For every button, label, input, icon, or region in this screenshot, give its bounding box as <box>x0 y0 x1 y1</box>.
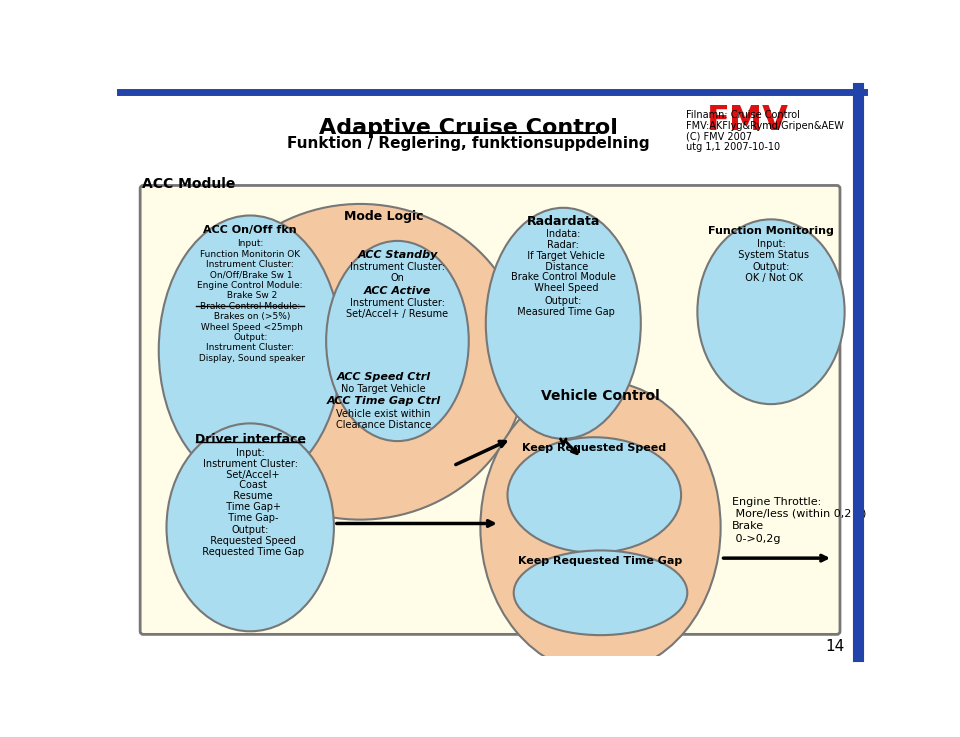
Text: Instrument Cluster:: Instrument Cluster: <box>206 260 294 269</box>
Text: Time Gap-: Time Gap- <box>222 513 278 523</box>
Text: Vehicle exist within: Vehicle exist within <box>336 409 431 419</box>
Ellipse shape <box>486 208 641 439</box>
Text: Funktion / Reglering, funktionsuppdelning: Funktion / Reglering, funktionsuppdelnin… <box>287 136 650 151</box>
Text: Display, Sound speaker: Display, Sound speaker <box>196 354 304 363</box>
Ellipse shape <box>514 551 687 635</box>
Ellipse shape <box>326 241 468 441</box>
Ellipse shape <box>166 423 334 632</box>
Text: FMV:AKFlyg&Rymd/Gripen&AEW: FMV:AKFlyg&Rymd/Gripen&AEW <box>685 121 844 130</box>
Text: Requested Speed: Requested Speed <box>204 536 296 546</box>
Text: Brake Sw 2: Brake Sw 2 <box>224 291 276 301</box>
Text: Resume: Resume <box>228 491 273 501</box>
Text: Brakes on (>5%): Brakes on (>5%) <box>210 312 290 321</box>
Text: Filnamn: Cruise Control: Filnamn: Cruise Control <box>685 110 800 120</box>
Text: Brake Control Module:: Brake Control Module: <box>200 301 300 311</box>
Text: Function Monitoring: Function Monitoring <box>708 226 834 236</box>
Text: FMV: FMV <box>707 104 789 137</box>
Text: Output:: Output: <box>231 525 269 535</box>
Ellipse shape <box>697 220 845 404</box>
Text: Adaptive Cruise Control: Adaptive Cruise Control <box>320 118 618 138</box>
Ellipse shape <box>508 437 681 553</box>
Text: Instrument Cluster:: Instrument Cluster: <box>203 459 298 469</box>
Text: ACC On/Off fkn: ACC On/Off fkn <box>204 226 297 236</box>
Text: Vehicle Control: Vehicle Control <box>541 388 660 402</box>
Text: utg 1,1 2007-10-10: utg 1,1 2007-10-10 <box>685 142 780 153</box>
Text: Keep Requested Time Gap: Keep Requested Time Gap <box>518 556 683 566</box>
Text: Function Monitorin OK: Function Monitorin OK <box>200 250 300 259</box>
Text: 0->0,2g: 0->0,2g <box>732 534 780 543</box>
Text: Requested Time Gap: Requested Time Gap <box>196 547 304 556</box>
Text: ACC Active: ACC Active <box>364 285 431 296</box>
Text: ACC Speed Ctrl: ACC Speed Ctrl <box>336 371 431 382</box>
Text: OK / Not OK: OK / Not OK <box>739 273 803 283</box>
Text: Time Gap+: Time Gap+ <box>220 502 280 512</box>
Text: 14: 14 <box>826 639 845 654</box>
Text: ACC Standby: ACC Standby <box>357 250 438 260</box>
Text: Brake: Brake <box>732 521 764 531</box>
Text: Brake Control Module: Brake Control Module <box>511 273 615 282</box>
Text: More/less (within 0,2 g): More/less (within 0,2 g) <box>732 509 867 519</box>
Text: Clearance Distance: Clearance Distance <box>336 419 431 430</box>
Ellipse shape <box>194 204 527 520</box>
Text: Wheel Speed <25mph: Wheel Speed <25mph <box>198 323 302 332</box>
Text: Set/Accel+: Set/Accel+ <box>221 469 280 480</box>
Text: Output:: Output: <box>544 296 582 307</box>
Text: Input:: Input: <box>236 448 265 458</box>
Text: Distance: Distance <box>539 262 588 272</box>
Text: Output:: Output: <box>753 262 790 273</box>
Text: Set/Accel+ / Resume: Set/Accel+ / Resume <box>347 309 448 318</box>
Text: (C) FMV 2007: (C) FMV 2007 <box>685 132 752 142</box>
Text: Instrument Cluster:: Instrument Cluster: <box>350 298 444 308</box>
Text: On: On <box>391 273 404 283</box>
Text: Input:: Input: <box>237 240 263 248</box>
Text: ACC Module: ACC Module <box>142 177 235 191</box>
Text: Engine Control Module:: Engine Control Module: <box>198 281 303 290</box>
Text: Mode Logic: Mode Logic <box>344 210 423 223</box>
Text: Indata:: Indata: <box>546 229 581 240</box>
Text: On/Off/Brake Sw 1: On/Off/Brake Sw 1 <box>207 270 293 279</box>
Text: Radar:: Radar: <box>547 240 579 250</box>
FancyBboxPatch shape <box>140 186 840 635</box>
Text: Measured Time Gap: Measured Time Gap <box>512 307 615 317</box>
Text: Keep Requested Speed: Keep Requested Speed <box>522 443 666 453</box>
Text: Wheel Speed: Wheel Speed <box>528 283 598 293</box>
Text: Engine Throttle:: Engine Throttle: <box>732 497 822 506</box>
Ellipse shape <box>480 381 721 674</box>
Text: If Target Vehicle: If Target Vehicle <box>521 251 605 261</box>
Text: Instrument Cluster:: Instrument Cluster: <box>350 262 444 273</box>
Text: Instrument Cluster:: Instrument Cluster: <box>206 343 294 352</box>
Text: Input:: Input: <box>756 240 785 249</box>
Text: Driver interface: Driver interface <box>195 433 305 447</box>
Text: Coast: Coast <box>233 481 267 490</box>
Text: ACC Time Gap Ctrl: ACC Time Gap Ctrl <box>326 397 441 406</box>
Text: System Status: System Status <box>732 250 809 260</box>
Text: Output:: Output: <box>233 333 268 342</box>
Text: No Target Vehicle: No Target Vehicle <box>341 384 426 394</box>
Ellipse shape <box>158 215 342 485</box>
Text: Radardata: Radardata <box>527 215 600 228</box>
